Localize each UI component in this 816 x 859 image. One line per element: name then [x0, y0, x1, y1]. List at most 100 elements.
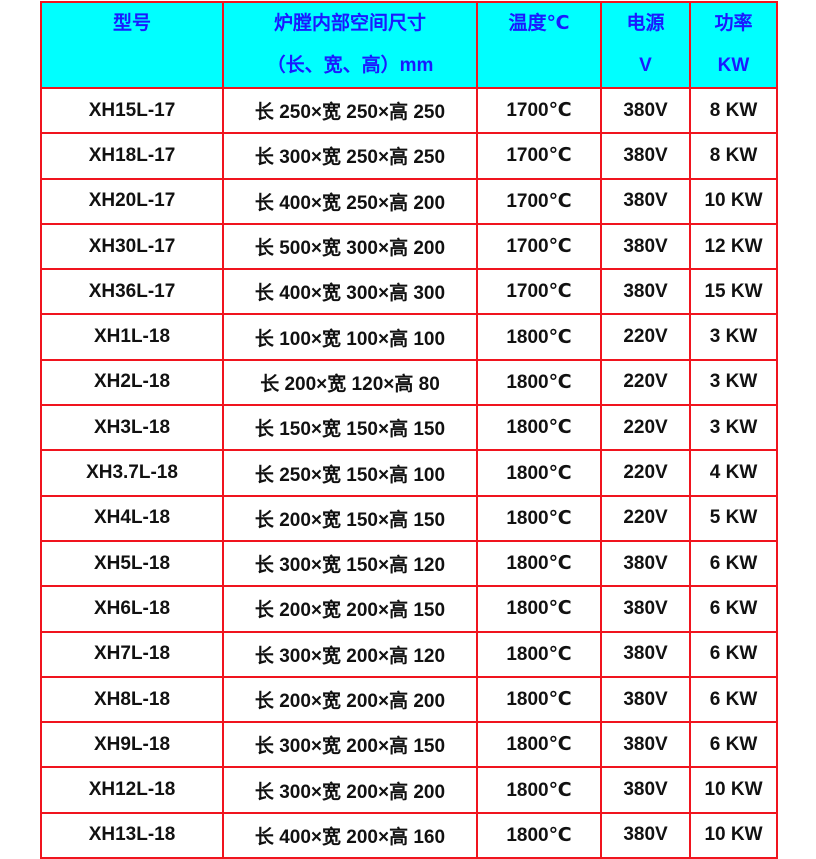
cell-power: 10 KW	[689, 177, 778, 225]
cell-chamber-size: 长 300×宽 250×高 250	[222, 132, 478, 180]
header-row: 型号 炉膛内部空间尺寸 （长、宽、高）mm 温度℃ 电源 V 功率 KW	[40, 1, 778, 89]
header-temperature: 温度℃	[476, 1, 602, 89]
cell-power: 6 KW	[689, 539, 778, 588]
header-text: 温度℃	[508, 13, 570, 34]
cell-temperature: 1700℃	[476, 132, 602, 180]
cell-power-supply: 380V	[600, 177, 691, 225]
header-chamber-size: 炉膛内部空间尺寸 （长、宽、高）mm	[222, 1, 478, 89]
cell-power-supply: 220V	[600, 449, 691, 497]
header-text: 型号	[112, 13, 151, 34]
cell-chamber-size: 长 200×宽 200×高 150	[222, 585, 478, 633]
cell-power-supply: 380V	[600, 630, 691, 678]
cell-power-supply: 380V	[600, 86, 691, 135]
cell-power: 12 KW	[689, 222, 778, 271]
cell-model: XH5L-18	[40, 539, 224, 588]
cell-chamber-size: 长 100×宽 100×高 100	[222, 313, 478, 361]
cell-power: 3 KW	[689, 404, 778, 452]
cell-model: XH2L-18	[40, 358, 224, 407]
table-row: XH15L-17 长 250×宽 250×高 250 1700℃ 380V 8 KW	[40, 86, 778, 135]
cell-model: XH15L-17	[40, 86, 224, 135]
cell-power: 15 KW	[689, 268, 778, 316]
table-row: XH5L-18 长 300×宽 150×高 120 1800℃ 380V 6 KW	[40, 539, 778, 588]
cell-model: XH7L-18	[40, 630, 224, 678]
table-row: XH7L-18 长 300×宽 200×高 120 1800℃ 380V 6 KW	[40, 630, 778, 678]
table-row: XH3L-18 长 150×宽 150×高 150 1800℃ 220V 3 KW	[40, 404, 778, 452]
header-text: 电源	[626, 13, 665, 34]
cell-chamber-size: 长 400×宽 250×高 200	[222, 177, 478, 225]
cell-power: 5 KW	[689, 494, 778, 542]
cell-power: 6 KW	[689, 675, 778, 724]
cell-temperature: 1800℃	[476, 539, 602, 588]
header-text: 炉膛内部空间尺寸	[273, 13, 426, 34]
cell-power-supply: 220V	[600, 313, 691, 361]
table-row: XH30L-17 长 500×宽 300×高 200 1700℃ 380V 12 KW	[40, 222, 778, 271]
cell-temperature: 1800℃	[476, 449, 602, 497]
cell-power-supply: 380V	[600, 811, 691, 859]
cell-power-supply: 380V	[600, 675, 691, 724]
cell-power: 6 KW	[689, 585, 778, 633]
cell-model: XH6L-18	[40, 585, 224, 633]
cell-model: XH30L-17	[40, 222, 224, 271]
table-row: XH20L-17 长 400×宽 250×高 200 1700℃ 380V 10 KW	[40, 177, 778, 225]
cell-power: 3 KW	[689, 358, 778, 407]
cell-temperature: 1800℃	[476, 585, 602, 633]
cell-model: XH18L-17	[40, 132, 224, 180]
cell-model: XH13L-18	[40, 811, 224, 859]
table-row: XH6L-18 长 200×宽 200×高 150 1800℃ 380V 6 KW	[40, 585, 778, 633]
table-row: XH1L-18 长 100×宽 100×高 100 1800℃ 220V 3 KW	[40, 313, 778, 361]
cell-power: 6 KW	[689, 721, 778, 769]
cell-chamber-size: 长 400×宽 300×高 300	[222, 268, 478, 316]
cell-model: XH1L-18	[40, 313, 224, 361]
table-row: XH4L-18 长 200×宽 150×高 150 1800℃ 220V 5 KW	[40, 494, 778, 542]
cell-chamber-size: 长 150×宽 150×高 150	[222, 404, 478, 452]
cell-temperature: 1800℃	[476, 766, 602, 814]
cell-temperature: 1800℃	[476, 811, 602, 859]
table-row: XH2L-18 长 200×宽 120×高 80 1800℃ 220V 3 KW	[40, 358, 778, 407]
table-row: XH18L-17 长 300×宽 250×高 250 1700℃ 380V 8 KW	[40, 132, 778, 180]
cell-temperature: 1700℃	[476, 222, 602, 271]
table-row: XH13L-18 长 400×宽 200×高 160 1800℃ 380V 10 KW	[40, 811, 778, 859]
cell-power-supply: 220V	[600, 358, 691, 407]
cell-chamber-size: 长 300×宽 200×高 150	[222, 721, 478, 769]
table-row: XH36L-17 长 400×宽 300×高 300 1700℃ 380V 15 KW	[40, 268, 778, 316]
cell-temperature: 1800℃	[476, 404, 602, 452]
cell-chamber-size: 长 200×宽 150×高 150	[222, 494, 478, 542]
cell-power-supply: 220V	[600, 404, 691, 452]
cell-temperature: 1800℃	[476, 675, 602, 724]
cell-temperature: 1700℃	[476, 86, 602, 135]
cell-temperature: 1800℃	[476, 494, 602, 542]
cell-temperature: 1800℃	[476, 721, 602, 769]
cell-model: XH3.7L-18	[40, 449, 224, 497]
header-text: 功率	[714, 13, 753, 34]
header-model: 型号	[40, 1, 224, 89]
cell-power: 6 KW	[689, 630, 778, 678]
header-text	[42, 45, 222, 87]
cell-power-supply: 380V	[600, 222, 691, 271]
cell-power-supply: 380V	[600, 721, 691, 769]
cell-chamber-size: 长 200×宽 120×高 80	[222, 358, 478, 407]
cell-chamber-size: 长 200×宽 200×高 200	[222, 675, 478, 724]
cell-power-supply: 380V	[600, 268, 691, 316]
cell-chamber-size: 长 500×宽 300×高 200	[222, 222, 478, 271]
cell-model: XH36L-17	[40, 268, 224, 316]
cell-power: 10 KW	[689, 811, 778, 859]
cell-power-supply: 380V	[600, 132, 691, 180]
header-power: 功率 KW	[689, 1, 778, 89]
cell-chamber-size: 长 300×宽 200×高 200	[222, 766, 478, 814]
cell-model: XH12L-18	[40, 766, 224, 814]
header-text	[478, 45, 600, 87]
cell-temperature: 1700℃	[476, 177, 602, 225]
header-power-supply: 电源 V	[600, 1, 691, 89]
cell-model: XH4L-18	[40, 494, 224, 542]
table-row: XH3.7L-18 长 250×宽 150×高 100 1800℃ 220V 4 KW	[40, 449, 778, 497]
cell-temperature: 1800℃	[476, 358, 602, 407]
cell-power-supply: 380V	[600, 539, 691, 588]
cell-temperature: 1800℃	[476, 630, 602, 678]
cell-chamber-size: 长 250×宽 250×高 250	[222, 86, 478, 135]
cell-chamber-size: 长 250×宽 150×高 100	[222, 449, 478, 497]
cell-model: XH20L-17	[40, 177, 224, 225]
cell-model: XH9L-18	[40, 721, 224, 769]
cell-temperature: 1700℃	[476, 268, 602, 316]
table-row: XH8L-18 长 200×宽 200×高 200 1800℃ 380V 6 KW	[40, 675, 778, 724]
cell-temperature: 1800℃	[476, 313, 602, 361]
